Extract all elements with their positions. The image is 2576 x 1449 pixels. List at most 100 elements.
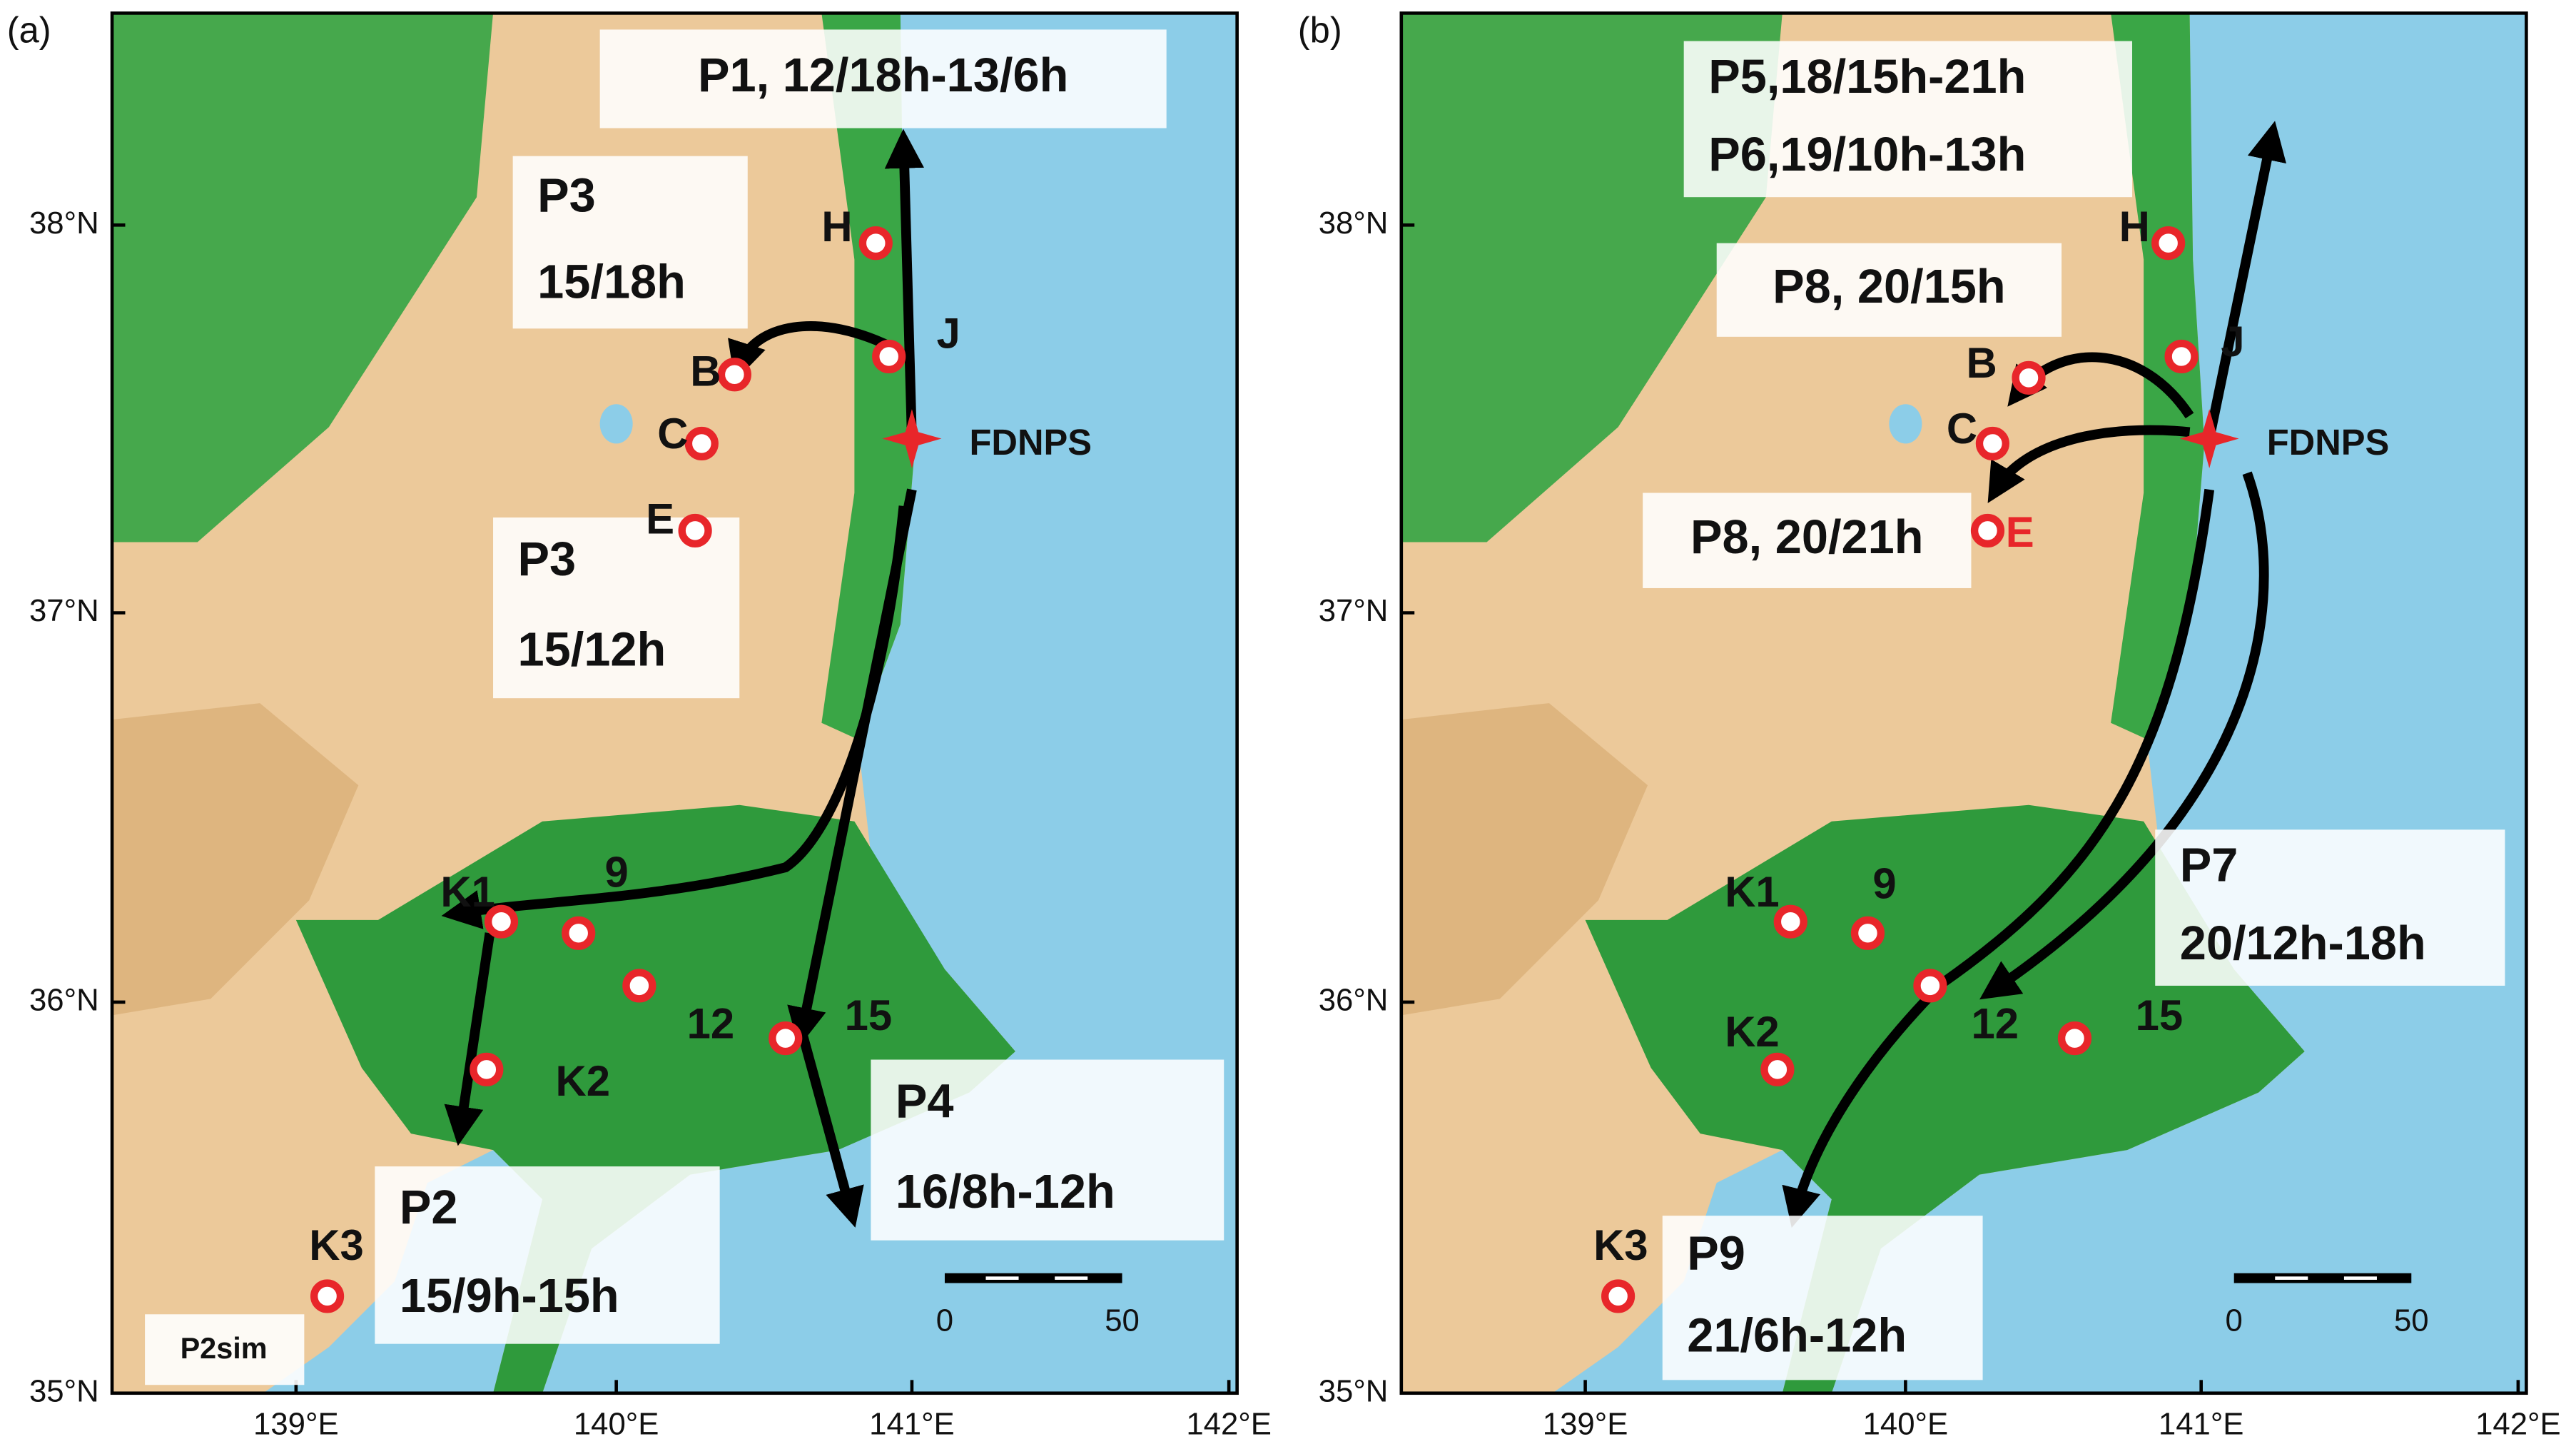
site-label: 9	[1872, 860, 1896, 908]
site-label: 15	[2136, 991, 2184, 1039]
lon-tick-label: 142°E	[2475, 1406, 2561, 1441]
site-marker	[1975, 426, 2009, 461]
scale-bar-gap	[985, 1276, 1019, 1280]
site-marker	[1970, 513, 2005, 548]
site-marker	[1601, 1279, 1636, 1313]
plant-marker	[882, 409, 942, 468]
site-marker	[717, 358, 751, 392]
site-label: K1	[440, 868, 495, 916]
site-marker	[1760, 1052, 1795, 1086]
plume-arrow	[1987, 425, 2191, 503]
lon-tick-label: 139°E	[1543, 1406, 1628, 1441]
plume-box	[1643, 493, 1972, 588]
plume-label: P2	[400, 1181, 458, 1234]
site-marker	[2057, 1021, 2092, 1056]
plume-box	[2155, 829, 2505, 986]
lat-tick-label: 38°N	[1319, 206, 1389, 241]
scale-label: 0	[2226, 1303, 2243, 1338]
lon-tick-label: 140°E	[574, 1406, 659, 1441]
lon-tick-label: 141°E	[869, 1406, 955, 1441]
site-marker	[872, 339, 906, 374]
site-label: K2	[555, 1057, 609, 1105]
panel-label: (a)	[7, 9, 51, 50]
lon-tick-label: 141°E	[2159, 1406, 2244, 1441]
lon-tick-label: 140°E	[1863, 1406, 1949, 1441]
site-label: B	[690, 348, 721, 395]
site-label: B	[1967, 339, 1997, 387]
site-label: K1	[1725, 868, 1779, 916]
plume-arrow	[728, 321, 900, 382]
plant-label: FDNPS	[2267, 422, 2390, 463]
lat-tick-label: 36°N	[29, 983, 99, 1018]
plume-box	[512, 156, 748, 329]
plume-box	[1683, 41, 2133, 198]
note-label: P2sim	[181, 1332, 268, 1365]
site-label: C	[657, 410, 688, 458]
scale-bar	[2233, 1273, 2412, 1283]
lon-tick-label: 142°E	[1186, 1406, 1272, 1441]
plume-arrow	[1979, 471, 2269, 1000]
plume-arrow	[787, 488, 917, 1048]
site-label: 9	[605, 849, 629, 897]
plume-label: 15/18h	[537, 256, 686, 309]
plume-arrow	[1782, 488, 2215, 1228]
site-label: 12	[687, 999, 735, 1047]
site-marker	[2164, 339, 2199, 374]
site-label: J	[2221, 318, 2244, 365]
plume-label: P8, 20/21h	[1690, 511, 1923, 564]
lat-tick-label: 37°N	[29, 593, 99, 628]
note-box	[145, 1314, 305, 1385]
scale-bar-gap	[2275, 1276, 2308, 1280]
scale-bar	[944, 1273, 1122, 1283]
plume-label: 16/8h-12h	[896, 1166, 1115, 1218]
plume-box	[375, 1166, 720, 1344]
panel-a: P1, 12/18h-13/6h P3 15/18h P3 15/12h P4 16/8h-…	[110, 11, 1239, 1395]
scale-label: 50	[2394, 1303, 2429, 1338]
site-marker	[1913, 969, 1947, 1003]
plume-box	[871, 1059, 1224, 1241]
scale-bar-gap	[2343, 1276, 2377, 1280]
site-label: H	[821, 203, 852, 251]
site-label: 12	[1971, 999, 2019, 1047]
lat-tick-label: 37°N	[1319, 593, 1389, 628]
site-marker	[622, 969, 656, 1003]
site-marker	[2012, 360, 2046, 395]
plume-box	[493, 518, 740, 699]
plume-arrow	[884, 128, 924, 439]
site-label: 15	[845, 991, 893, 1039]
scale-label: 50	[1105, 1303, 1140, 1338]
plume-label: 15/9h-15h	[400, 1270, 619, 1323]
plume-label: 21/6h-12h	[1687, 1309, 1907, 1362]
site-label: J	[936, 310, 960, 358]
lat-tick-label: 38°N	[29, 206, 99, 241]
plume-arrow	[444, 932, 495, 1146]
panel-label: (b)	[1298, 9, 1342, 50]
map-background	[1401, 13, 2527, 1393]
plume-label: P5,18/15h-21h	[1708, 51, 2026, 104]
plant-label: FDNPS	[969, 422, 1092, 463]
site-marker	[2151, 226, 2186, 261]
site-label: K3	[309, 1221, 363, 1269]
plume-label: P3	[537, 170, 596, 223]
plume-label: P4	[896, 1075, 954, 1128]
plume-label: P8, 20/15h	[1773, 261, 2005, 313]
lat-tick-label: 35°N	[1319, 1373, 1389, 1408]
plume-box	[599, 29, 1167, 128]
site-marker	[310, 1279, 345, 1313]
plume-label: P9	[1687, 1227, 1745, 1280]
site-marker	[562, 916, 596, 950]
site-label: E	[2006, 508, 2034, 556]
lat-tick-label: 36°N	[1319, 983, 1389, 1018]
site-marker	[484, 904, 519, 939]
site-label: K3	[1593, 1221, 1648, 1269]
plume-arrow	[797, 1030, 864, 1228]
plume-box	[1716, 243, 2062, 337]
site-marker	[684, 426, 719, 461]
plume-label: 20/12h-18h	[2180, 917, 2426, 970]
scale-bar-gap	[1055, 1276, 1088, 1280]
lon-tick-label: 139°E	[253, 1406, 339, 1441]
scale-label: 0	[936, 1303, 953, 1338]
panel-b: P5,18/15h-21h P6,19/10h-13h P8, 20/15h P8, …	[1399, 11, 2528, 1395]
